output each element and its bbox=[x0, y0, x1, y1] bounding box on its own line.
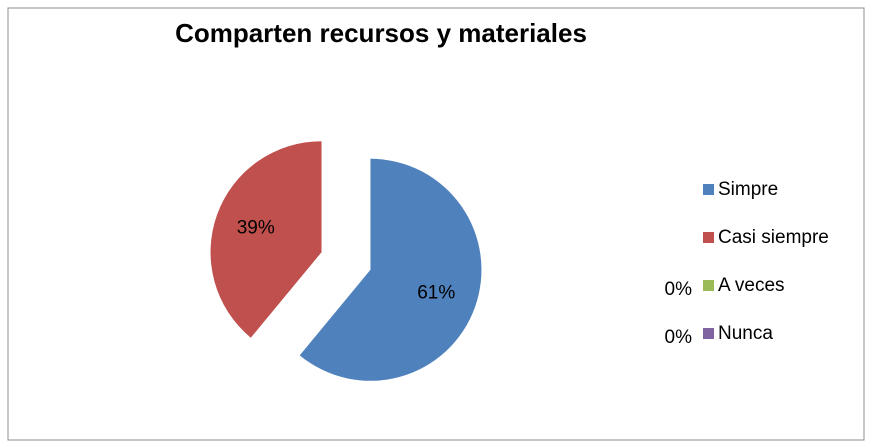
legend-swatch bbox=[703, 280, 714, 291]
data-label: 0% bbox=[665, 327, 693, 348]
legend-label: Nunca bbox=[718, 323, 773, 344]
chart-title: Comparten recursos y materiales bbox=[175, 18, 587, 48]
legend-label: Casi siempre bbox=[718, 227, 829, 248]
data-label: 39% bbox=[237, 218, 275, 239]
data-label: 61% bbox=[417, 283, 455, 304]
legend-swatch bbox=[703, 184, 714, 195]
data-label: 0% bbox=[665, 279, 693, 300]
legend-label: Simpre bbox=[718, 179, 778, 200]
legend-swatch bbox=[703, 328, 714, 339]
pie-slice bbox=[210, 141, 322, 338]
pie-slice bbox=[299, 158, 482, 381]
legend-label: A veces bbox=[718, 275, 785, 296]
legend-swatch bbox=[703, 232, 714, 243]
